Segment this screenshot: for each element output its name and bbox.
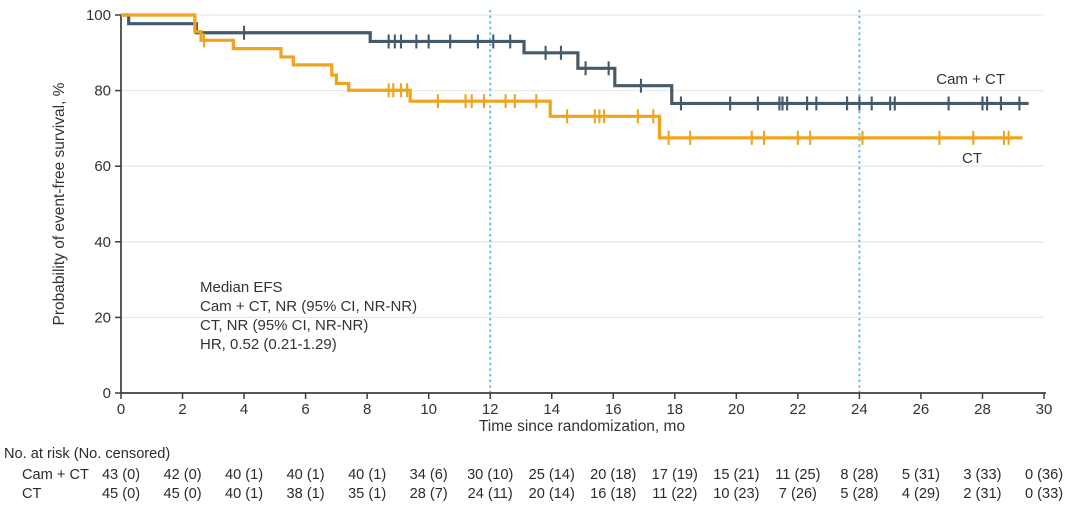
risk-row-label-cam-ct: Cam + CT bbox=[22, 467, 89, 483]
legend-label-cam-ct: Cam + CT bbox=[936, 71, 1005, 88]
risk-value-ct-24: 5 (28) bbox=[840, 486, 878, 502]
risk-value-cam-ct-12: 30 (10) bbox=[467, 467, 513, 483]
y-axis-title: Probability of event-free survival, % bbox=[51, 82, 68, 325]
risk-value-ct-22: 7 (26) bbox=[779, 486, 817, 502]
x-tick-label: 0 bbox=[117, 401, 125, 418]
risk-value-ct-16: 16 (18) bbox=[590, 486, 636, 502]
y-tick-label: 0 bbox=[103, 385, 111, 402]
x-tick-label: 8 bbox=[363, 401, 371, 418]
x-tick-label: 6 bbox=[301, 401, 309, 418]
risk-value-cam-ct-6: 40 (1) bbox=[287, 467, 325, 483]
risk-value-cam-ct-14: 25 (14) bbox=[529, 467, 575, 483]
risk-value-cam-ct-24: 8 (28) bbox=[840, 467, 878, 483]
risk-value-ct-12: 24 (11) bbox=[468, 486, 513, 502]
annotation-line: Median EFS bbox=[200, 279, 283, 296]
x-tick-label: 20 bbox=[728, 401, 745, 418]
risk-value-ct-30: 0 (33) bbox=[1025, 486, 1063, 502]
annotation-line: CT, NR (95% CI, NR-NR) bbox=[200, 317, 368, 334]
annotation-line: Cam + CT, NR (95% CI, NR-NR) bbox=[200, 298, 417, 315]
risk-value-cam-ct-22: 11 (25) bbox=[775, 467, 820, 483]
x-tick-label: 28 bbox=[974, 401, 991, 418]
risk-table-header: No. at risk (No. censored) bbox=[4, 446, 170, 462]
x-axis-title: Time since randomization, mo bbox=[479, 418, 685, 435]
y-tick-label: 100 bbox=[86, 7, 111, 24]
median-efs-annotation: Median EFS Cam + CT, NR (95% CI, NR-NR) … bbox=[200, 279, 417, 353]
y-tick-label: 60 bbox=[94, 158, 111, 175]
x-tick-label: 30 bbox=[1036, 401, 1053, 418]
x-tick-label: 24 bbox=[851, 401, 868, 418]
censor-marks-ct bbox=[203, 33, 1010, 145]
risk-value-ct-18: 11 (22) bbox=[652, 486, 697, 502]
x-tick-label: 4 bbox=[240, 401, 248, 418]
risk-value-cam-ct-2: 42 (0) bbox=[163, 467, 201, 483]
risk-value-ct-6: 38 (1) bbox=[287, 486, 325, 502]
risk-value-ct-0: 45 (0) bbox=[102, 486, 140, 502]
y-tick-label: 20 bbox=[94, 309, 111, 326]
risk-row-label-ct: CT bbox=[22, 486, 42, 502]
y-tick-label: 40 bbox=[94, 234, 111, 251]
risk-value-cam-ct-28: 3 (33) bbox=[963, 467, 1001, 483]
risk-value-ct-4: 40 (1) bbox=[225, 486, 263, 502]
risk-value-ct-28: 2 (31) bbox=[963, 486, 1001, 502]
risk-value-cam-ct-8: 40 (1) bbox=[348, 467, 386, 483]
survival-curve-ct bbox=[121, 13, 1023, 140]
risk-value-cam-ct-10: 34 (6) bbox=[410, 467, 448, 483]
x-tick-label: 12 bbox=[482, 401, 499, 418]
y-tick-label: 80 bbox=[94, 83, 111, 100]
risk-value-ct-14: 20 (14) bbox=[529, 486, 575, 502]
legend-label-ct: CT bbox=[962, 150, 982, 167]
annotation-line: HR, 0.52 (0.21-1.29) bbox=[200, 336, 337, 353]
risk-value-ct-2: 45 (0) bbox=[163, 486, 201, 502]
x-tick-label: 22 bbox=[790, 401, 807, 418]
x-tick-label: 14 bbox=[543, 401, 560, 418]
risk-value-ct-8: 35 (1) bbox=[348, 486, 386, 502]
risk-value-ct-20: 10 (23) bbox=[713, 486, 759, 502]
x-tick-label: 2 bbox=[178, 401, 186, 418]
risk-value-cam-ct-30: 0 (36) bbox=[1025, 467, 1063, 483]
x-tick-label: 18 bbox=[666, 401, 683, 418]
risk-value-cam-ct-20: 15 (21) bbox=[713, 467, 759, 483]
risk-value-ct-10: 28 (7) bbox=[410, 486, 448, 502]
risk-value-cam-ct-18: 17 (19) bbox=[652, 467, 698, 483]
censor-marks-cam-ct bbox=[243, 25, 1021, 111]
risk-value-ct-26: 4 (29) bbox=[902, 486, 940, 502]
x-tick-label: 16 bbox=[605, 401, 622, 418]
risk-value-cam-ct-0: 43 (0) bbox=[102, 467, 140, 483]
x-tick-label: 26 bbox=[913, 401, 930, 418]
risk-value-cam-ct-16: 20 (18) bbox=[590, 467, 636, 483]
x-tick-label: 10 bbox=[420, 401, 437, 418]
survival-curve-cam-ct bbox=[121, 13, 1029, 106]
risk-value-cam-ct-26: 5 (31) bbox=[902, 467, 940, 483]
risk-value-cam-ct-4: 40 (1) bbox=[225, 467, 263, 483]
